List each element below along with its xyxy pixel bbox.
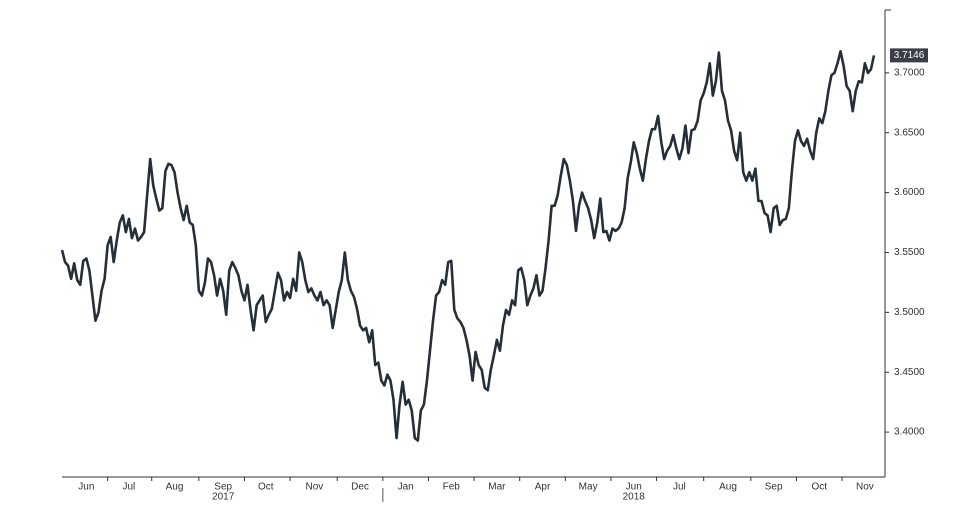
- y-tick-label: 3.5500: [894, 247, 925, 258]
- x-tick-label: Apr: [535, 482, 551, 493]
- x-tick-label: Aug: [166, 482, 184, 493]
- x-tick-label: Mar: [488, 482, 506, 493]
- x-tick-label: Nov: [306, 482, 324, 493]
- y-tick-label: 3.4000: [894, 427, 925, 438]
- x-tick-label: Oct: [258, 482, 274, 493]
- price-line: [60, 50, 876, 442]
- y-tick-label: 3.4500: [894, 367, 925, 378]
- x-tick-label: May: [579, 482, 598, 493]
- y-tick-label: 3.6000: [894, 187, 925, 198]
- x-tick-label: Jul: [673, 482, 686, 493]
- x-tick-label: Jun: [78, 482, 94, 493]
- x-tick-label: Sep: [214, 482, 232, 493]
- x-year-label: 2017: [212, 492, 235, 503]
- y-tick-label: 3.6500: [894, 127, 925, 138]
- y-tick-label: 3.5000: [894, 307, 925, 318]
- x-tick-label: Jan: [398, 482, 414, 493]
- x-tick-label: Jul: [123, 482, 136, 493]
- last-value-label: 3.7146: [894, 50, 925, 61]
- x-tick-label: Nov: [856, 482, 874, 493]
- x-tick-label: Aug: [719, 482, 737, 493]
- x-tick-label: Oct: [811, 482, 827, 493]
- x-year-label: 2018: [623, 492, 646, 503]
- x-tick-label: Jun: [626, 482, 642, 493]
- x-tick-label: Sep: [765, 482, 783, 493]
- x-tick-label: Dec: [351, 482, 369, 493]
- y-tick-label: 3.7000: [894, 68, 925, 79]
- x-tick-label: Feb: [443, 482, 461, 493]
- last-value-box: [890, 48, 928, 63]
